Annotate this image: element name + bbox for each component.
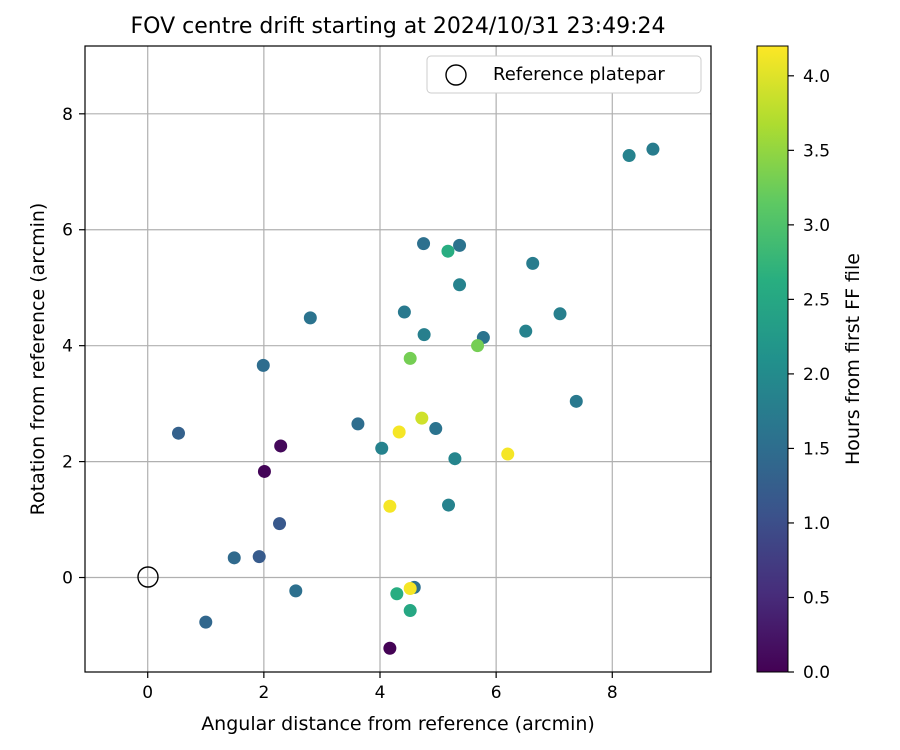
scatter-point: [526, 256, 540, 270]
scatter-point: [252, 550, 266, 564]
plot-frame: [84, 45, 712, 673]
colorbar-gradient: [756, 45, 789, 673]
scatter-point: [417, 237, 431, 251]
scatter-point: [303, 311, 317, 325]
scatter-point: [448, 452, 462, 466]
scatter-point: [403, 351, 417, 365]
colorbar-tick-label: 2.0: [803, 365, 830, 385]
x-tick-label: 4: [375, 683, 386, 703]
x-axis-label: Angular distance from reference (arcmin): [201, 713, 595, 735]
scatter-point: [403, 604, 417, 618]
scatter-point: [397, 305, 411, 319]
colorbar-ticks: 0.0 0.5 1.0 1.5 2.0 2.5 3.0 3.5 4.0: [788, 67, 830, 683]
scatter-point: [429, 422, 443, 436]
scatter-point: [256, 358, 270, 372]
colorbar-tick-label: 1.0: [803, 514, 830, 534]
scatter-point: [403, 582, 417, 596]
scatter-point: [383, 641, 397, 655]
colorbar: 0.0 0.5 1.0 1.5 2.0 2.5 3.0 3.5 4.0 Hours from f…: [756, 45, 864, 683]
colorbar-tick-label: 4.0: [803, 67, 830, 87]
scatter-point: [351, 417, 365, 431]
colorbar-tick-label: 3.5: [803, 141, 830, 161]
scatter-point: [392, 425, 406, 439]
colorbar-tick-label: 0.5: [803, 588, 830, 608]
scatter-point: [471, 339, 485, 353]
scatter-point: [453, 278, 467, 292]
scatter-point: [441, 244, 455, 258]
x-tick-label: 6: [491, 683, 502, 703]
chart-title: FOV centre drift starting at 2024/10/31 …: [131, 14, 666, 39]
scatter-point: [199, 615, 213, 629]
scatter-point: [501, 447, 515, 461]
colorbar-tick-label: 3.0: [803, 216, 830, 236]
y-tick-label: 6: [62, 221, 73, 241]
scatter-point: [519, 324, 533, 338]
scatter-point: [415, 411, 429, 425]
colorbar-label: Hours from first FF file: [842, 253, 864, 465]
legend-marker-reference: [445, 64, 467, 86]
scatter-point: [569, 394, 583, 408]
scatter-point: [646, 142, 660, 156]
scatter-point: [273, 517, 287, 531]
y-axis-label: Rotation from reference (arcmin): [27, 203, 49, 516]
scatter-point: [390, 587, 404, 601]
colorbar-tick-label: 2.5: [803, 290, 830, 310]
scatter-point: [375, 441, 389, 455]
scatter-point: [289, 584, 303, 598]
y-tick-label: 0: [62, 569, 73, 589]
scatter-point: [553, 307, 567, 321]
scatter-point: [622, 149, 636, 163]
x-tick-label: 8: [607, 683, 618, 703]
y-tick-label: 2: [62, 453, 73, 473]
scatter-points: [171, 142, 660, 655]
y-tick-label: 4: [62, 337, 73, 357]
reference-platepar-marker: [137, 566, 159, 588]
y-axis-ticks: 0 2 4 6 8: [62, 105, 85, 589]
scatter-point: [442, 498, 456, 512]
scatter-point: [257, 464, 271, 478]
scatter-point: [417, 328, 431, 342]
x-tick-label: 0: [142, 683, 153, 703]
scatter-point: [274, 439, 288, 453]
x-tick-label: 2: [258, 683, 269, 703]
y-tick-label: 8: [62, 105, 73, 125]
legend-label-reference: Reference platepar: [493, 64, 665, 85]
legend-box: [426, 55, 702, 94]
x-axis-ticks: 0 2 4 6 8: [142, 672, 618, 703]
scatter-point: [453, 238, 467, 252]
scatter-point: [227, 551, 241, 565]
scatter-point: [171, 426, 185, 440]
grid-lines: [85, 46, 711, 672]
colorbar-tick-label: 0.0: [803, 663, 830, 683]
legend: Reference platepar: [426, 55, 702, 94]
scatter-point: [383, 499, 397, 513]
colorbar-tick-label: 1.5: [803, 439, 830, 459]
